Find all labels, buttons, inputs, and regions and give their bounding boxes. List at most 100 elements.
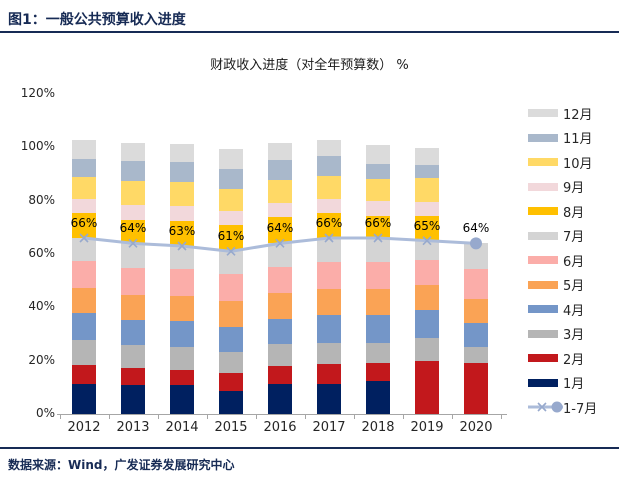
- bar-segment-6月: [317, 262, 341, 289]
- legend-item-4月: 4月: [528, 297, 584, 321]
- legend-swatch: [528, 231, 558, 240]
- x-axis-tick: [500, 414, 502, 419]
- bar-segment-6月: [219, 274, 243, 302]
- legend-line-swatch: [528, 401, 563, 413]
- bar-segment-6月: [268, 267, 292, 293]
- bar-segment-5月: [415, 285, 439, 311]
- bar-segment-4月: [366, 314, 390, 343]
- bar-segment-8月: [268, 217, 292, 244]
- bar-segment-10月: [366, 178, 390, 202]
- figure-footer: 数据来源：Wind，广发证券发展研究中心: [0, 447, 619, 473]
- bar-segment-12月: [415, 148, 439, 166]
- bar-segment-11月: [170, 162, 194, 183]
- legend-label: 10月: [563, 156, 593, 172]
- bar-segment-6月: [366, 262, 390, 290]
- legend-item-7月: 7月: [528, 224, 584, 248]
- y-axis-label: 40%: [28, 299, 55, 314]
- bar-segment-7月: [268, 243, 292, 268]
- bar-segment-10月: [268, 179, 292, 204]
- legend-label: 1月: [563, 377, 585, 392]
- y-axis-label: 0%: [35, 406, 55, 420]
- bar-segment-4月: [317, 314, 341, 344]
- line-data-label: 64%: [119, 221, 147, 236]
- line-x-marker: [79, 233, 89, 243]
- legend-label: 1-7月: [563, 401, 598, 417]
- bar-segment-2月: [366, 363, 390, 381]
- legend-item-10月: 10月: [528, 150, 593, 174]
- bar-segment-2月: [415, 360, 439, 414]
- bar-segment-8月: [170, 220, 194, 246]
- line-x-marker: [324, 233, 334, 243]
- legend-label: 5月: [563, 279, 585, 294]
- bar-segment-6月: [464, 269, 488, 300]
- bar-segment-8月: [415, 215, 439, 241]
- bar-segment-7月: [121, 243, 145, 268]
- bar-segment-11月: [219, 168, 243, 189]
- bar-segment-9月: [317, 198, 341, 214]
- bar-segment-10月: [170, 182, 194, 206]
- line-x-marker: [226, 246, 236, 256]
- legend-item-1月: 1月: [528, 371, 584, 395]
- chart-title: 财政收入进度（对全年预算数） %: [210, 58, 409, 73]
- bar-segment-7月: [317, 238, 341, 262]
- bar-segment-4月: [464, 323, 488, 347]
- legend-label: 4月: [563, 303, 585, 319]
- bar-segment-12月: [219, 149, 243, 169]
- bar-segment-7月: [219, 251, 243, 274]
- x-axis-tick: [206, 414, 208, 419]
- bar-segment-8月: [219, 225, 243, 252]
- y-axis-label: 120%: [20, 86, 55, 100]
- bar-segment-11月: [366, 163, 390, 179]
- line-data-label: 61%: [217, 229, 245, 244]
- bar-segment-3月: [317, 343, 341, 365]
- bar-segment-1月: [121, 385, 145, 414]
- bar-segment-12月: [366, 145, 390, 164]
- bar-segment-6月: [121, 267, 145, 295]
- line-data-label: 63%: [168, 224, 196, 238]
- line-end-dot: [470, 237, 482, 250]
- bar-segment-10月: [415, 178, 439, 203]
- legend-item-11月: 11月: [528, 126, 593, 150]
- legend-swatch: [528, 280, 558, 289]
- bar-segment-11月: [121, 161, 145, 182]
- x-axis-line: [57, 414, 507, 415]
- bar-segment-7月: [170, 246, 194, 270]
- bar-segment-3月: [268, 343, 292, 366]
- plot-area: 66% 64% 63% 61% 64% 66% 66% 65% 64%: [60, 94, 508, 414]
- bar-segment-8月: [317, 213, 341, 238]
- figure-title: 图1：一般公共预算收入进度: [8, 12, 186, 28]
- bar-segment-9月: [415, 202, 439, 216]
- bar-segment-3月: [464, 346, 488, 364]
- x-axis-label: 2014: [165, 420, 199, 435]
- bar-segment-5月: [170, 296, 194, 322]
- bar-segment-3月: [366, 342, 390, 364]
- bar-segment-1月: [72, 383, 96, 414]
- x-axis-tick: [353, 414, 355, 419]
- bar-segment-12月: [317, 139, 341, 156]
- line-data-label: 66%: [70, 216, 98, 230]
- line-x-marker: [128, 238, 138, 248]
- bar-segment-8月: [121, 219, 145, 244]
- x-axis-label: 2020: [459, 420, 493, 435]
- line-x-marker: [177, 241, 187, 251]
- bar-segment-2月: [219, 373, 243, 391]
- legend-swatch: [528, 354, 558, 362]
- bar-segment-10月: [317, 175, 341, 199]
- legend-item-12月: 12月: [528, 101, 593, 125]
- bar-segment-6月: [415, 260, 439, 286]
- legend-label: 6月: [563, 254, 585, 270]
- x-axis-tick: [157, 414, 159, 419]
- bar-segment-3月: [121, 344, 145, 369]
- y-axis-label: 60%: [28, 246, 55, 260]
- bar-segment-4月: [219, 326, 243, 352]
- bar-segment-11月: [317, 155, 341, 176]
- bar-segment-2月: [464, 363, 488, 414]
- line-data-label: 64%: [266, 221, 294, 236]
- bar-segment-3月: [170, 346, 194, 370]
- legend-swatch: [528, 109, 558, 117]
- bar-segment-1月: [268, 384, 292, 414]
- line-data-label: 64%: [462, 221, 490, 236]
- line-x-marker: [275, 238, 285, 248]
- x-axis-label: 2015: [214, 420, 248, 435]
- line-data-label: 66%: [364, 216, 392, 230]
